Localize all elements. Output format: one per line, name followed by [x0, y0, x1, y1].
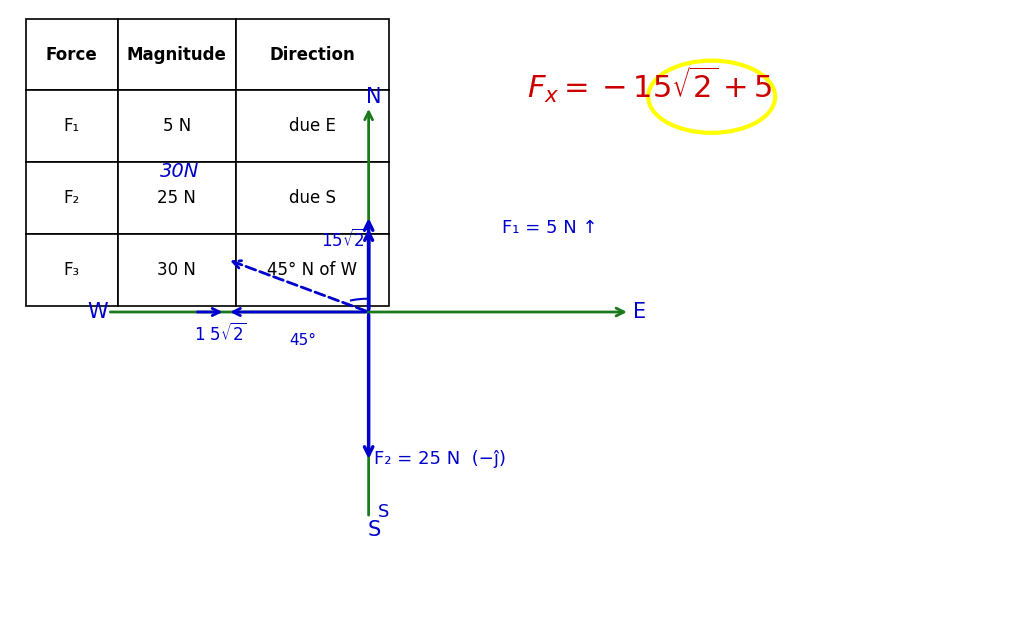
Text: 30 N: 30 N [158, 261, 196, 279]
Text: F₁: F₁ [63, 117, 80, 135]
FancyBboxPatch shape [236, 234, 389, 306]
Text: N: N [366, 87, 382, 107]
FancyBboxPatch shape [26, 19, 118, 90]
FancyBboxPatch shape [26, 162, 118, 234]
FancyBboxPatch shape [26, 90, 118, 162]
FancyBboxPatch shape [236, 162, 389, 234]
Text: due E: due E [289, 117, 336, 135]
Text: 5 N: 5 N [163, 117, 190, 135]
Text: 25 N: 25 N [158, 189, 196, 207]
FancyBboxPatch shape [118, 162, 236, 234]
FancyBboxPatch shape [236, 90, 389, 162]
Text: S: S [378, 503, 390, 520]
Text: due S: due S [289, 189, 336, 207]
Text: E: E [634, 302, 646, 322]
Text: Direction: Direction [269, 46, 355, 64]
Text: $1\ 5\sqrt{2}$: $1\ 5\sqrt{2}$ [194, 323, 247, 345]
FancyBboxPatch shape [26, 234, 118, 306]
Text: 30N: 30N [160, 162, 199, 181]
FancyBboxPatch shape [118, 90, 236, 162]
Text: Magnitude: Magnitude [127, 46, 226, 64]
Text: S: S [368, 520, 380, 540]
Text: F₂ = 25 N  (−ĵ): F₂ = 25 N (−ĵ) [374, 450, 506, 467]
Text: F₃: F₃ [63, 261, 80, 279]
Text: 45°: 45° [290, 333, 316, 348]
Text: W: W [87, 302, 108, 322]
Text: F₁ = 5 N ↑: F₁ = 5 N ↑ [502, 219, 597, 236]
FancyBboxPatch shape [118, 234, 236, 306]
Text: $15\sqrt{2}$: $15\sqrt{2}$ [321, 229, 368, 251]
Text: Force: Force [46, 46, 97, 64]
FancyBboxPatch shape [236, 19, 389, 90]
Text: F₂: F₂ [63, 189, 80, 207]
FancyBboxPatch shape [118, 19, 236, 90]
Text: $F_x = -15\sqrt{2} + 5$: $F_x = -15\sqrt{2} + 5$ [527, 64, 773, 105]
Text: 45° N of W: 45° N of W [267, 261, 357, 279]
